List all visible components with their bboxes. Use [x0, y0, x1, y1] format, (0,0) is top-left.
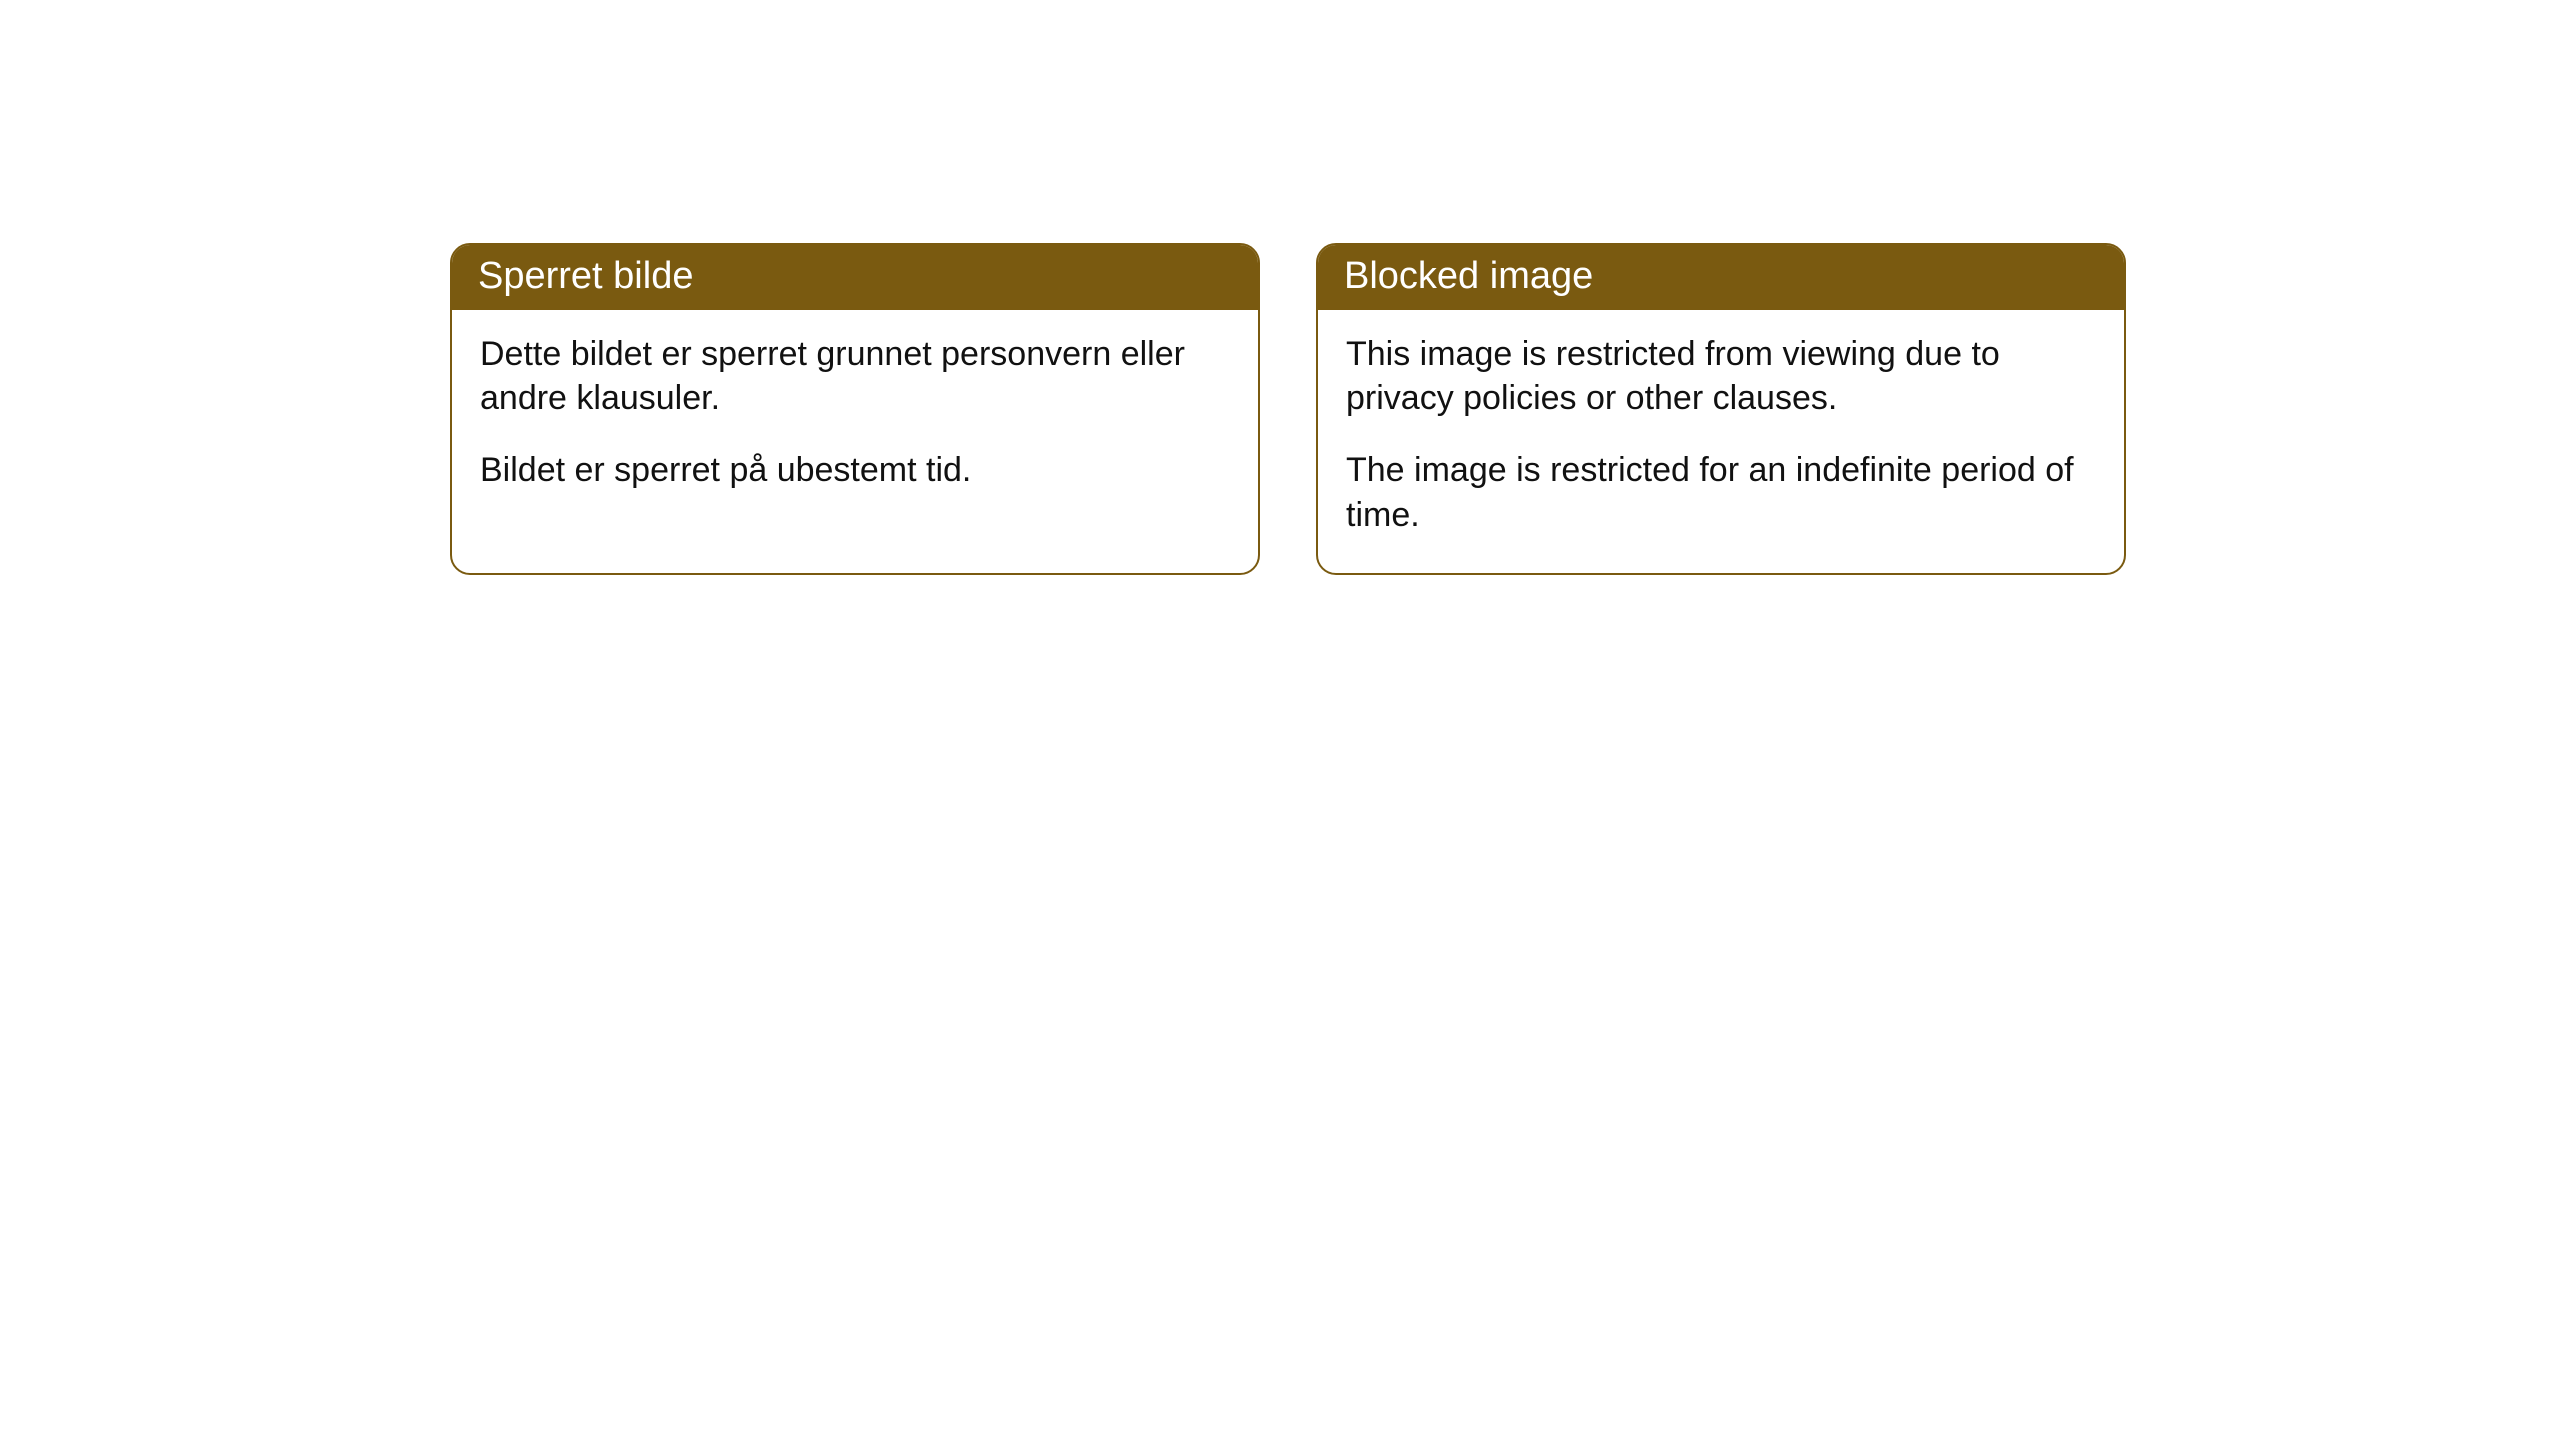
card-paragraph: This image is restricted from viewing du…: [1346, 332, 2096, 420]
card-title: Blocked image: [1344, 255, 1593, 297]
card-paragraph: Bildet er sperret på ubestemt tid.: [480, 448, 1230, 492]
card-header-norwegian: Sperret bilde: [452, 245, 1258, 310]
card-norwegian: Sperret bilde Dette bildet er sperret gr…: [450, 243, 1260, 575]
cards-container: Sperret bilde Dette bildet er sperret gr…: [450, 243, 2126, 575]
card-paragraph: Dette bildet er sperret grunnet personve…: [480, 332, 1230, 420]
card-body-norwegian: Dette bildet er sperret grunnet personve…: [452, 310, 1258, 529]
card-english: Blocked image This image is restricted f…: [1316, 243, 2126, 575]
card-title: Sperret bilde: [478, 255, 693, 297]
card-header-english: Blocked image: [1318, 245, 2124, 310]
card-body-english: This image is restricted from viewing du…: [1318, 310, 2124, 573]
card-paragraph: The image is restricted for an indefinit…: [1346, 448, 2096, 536]
